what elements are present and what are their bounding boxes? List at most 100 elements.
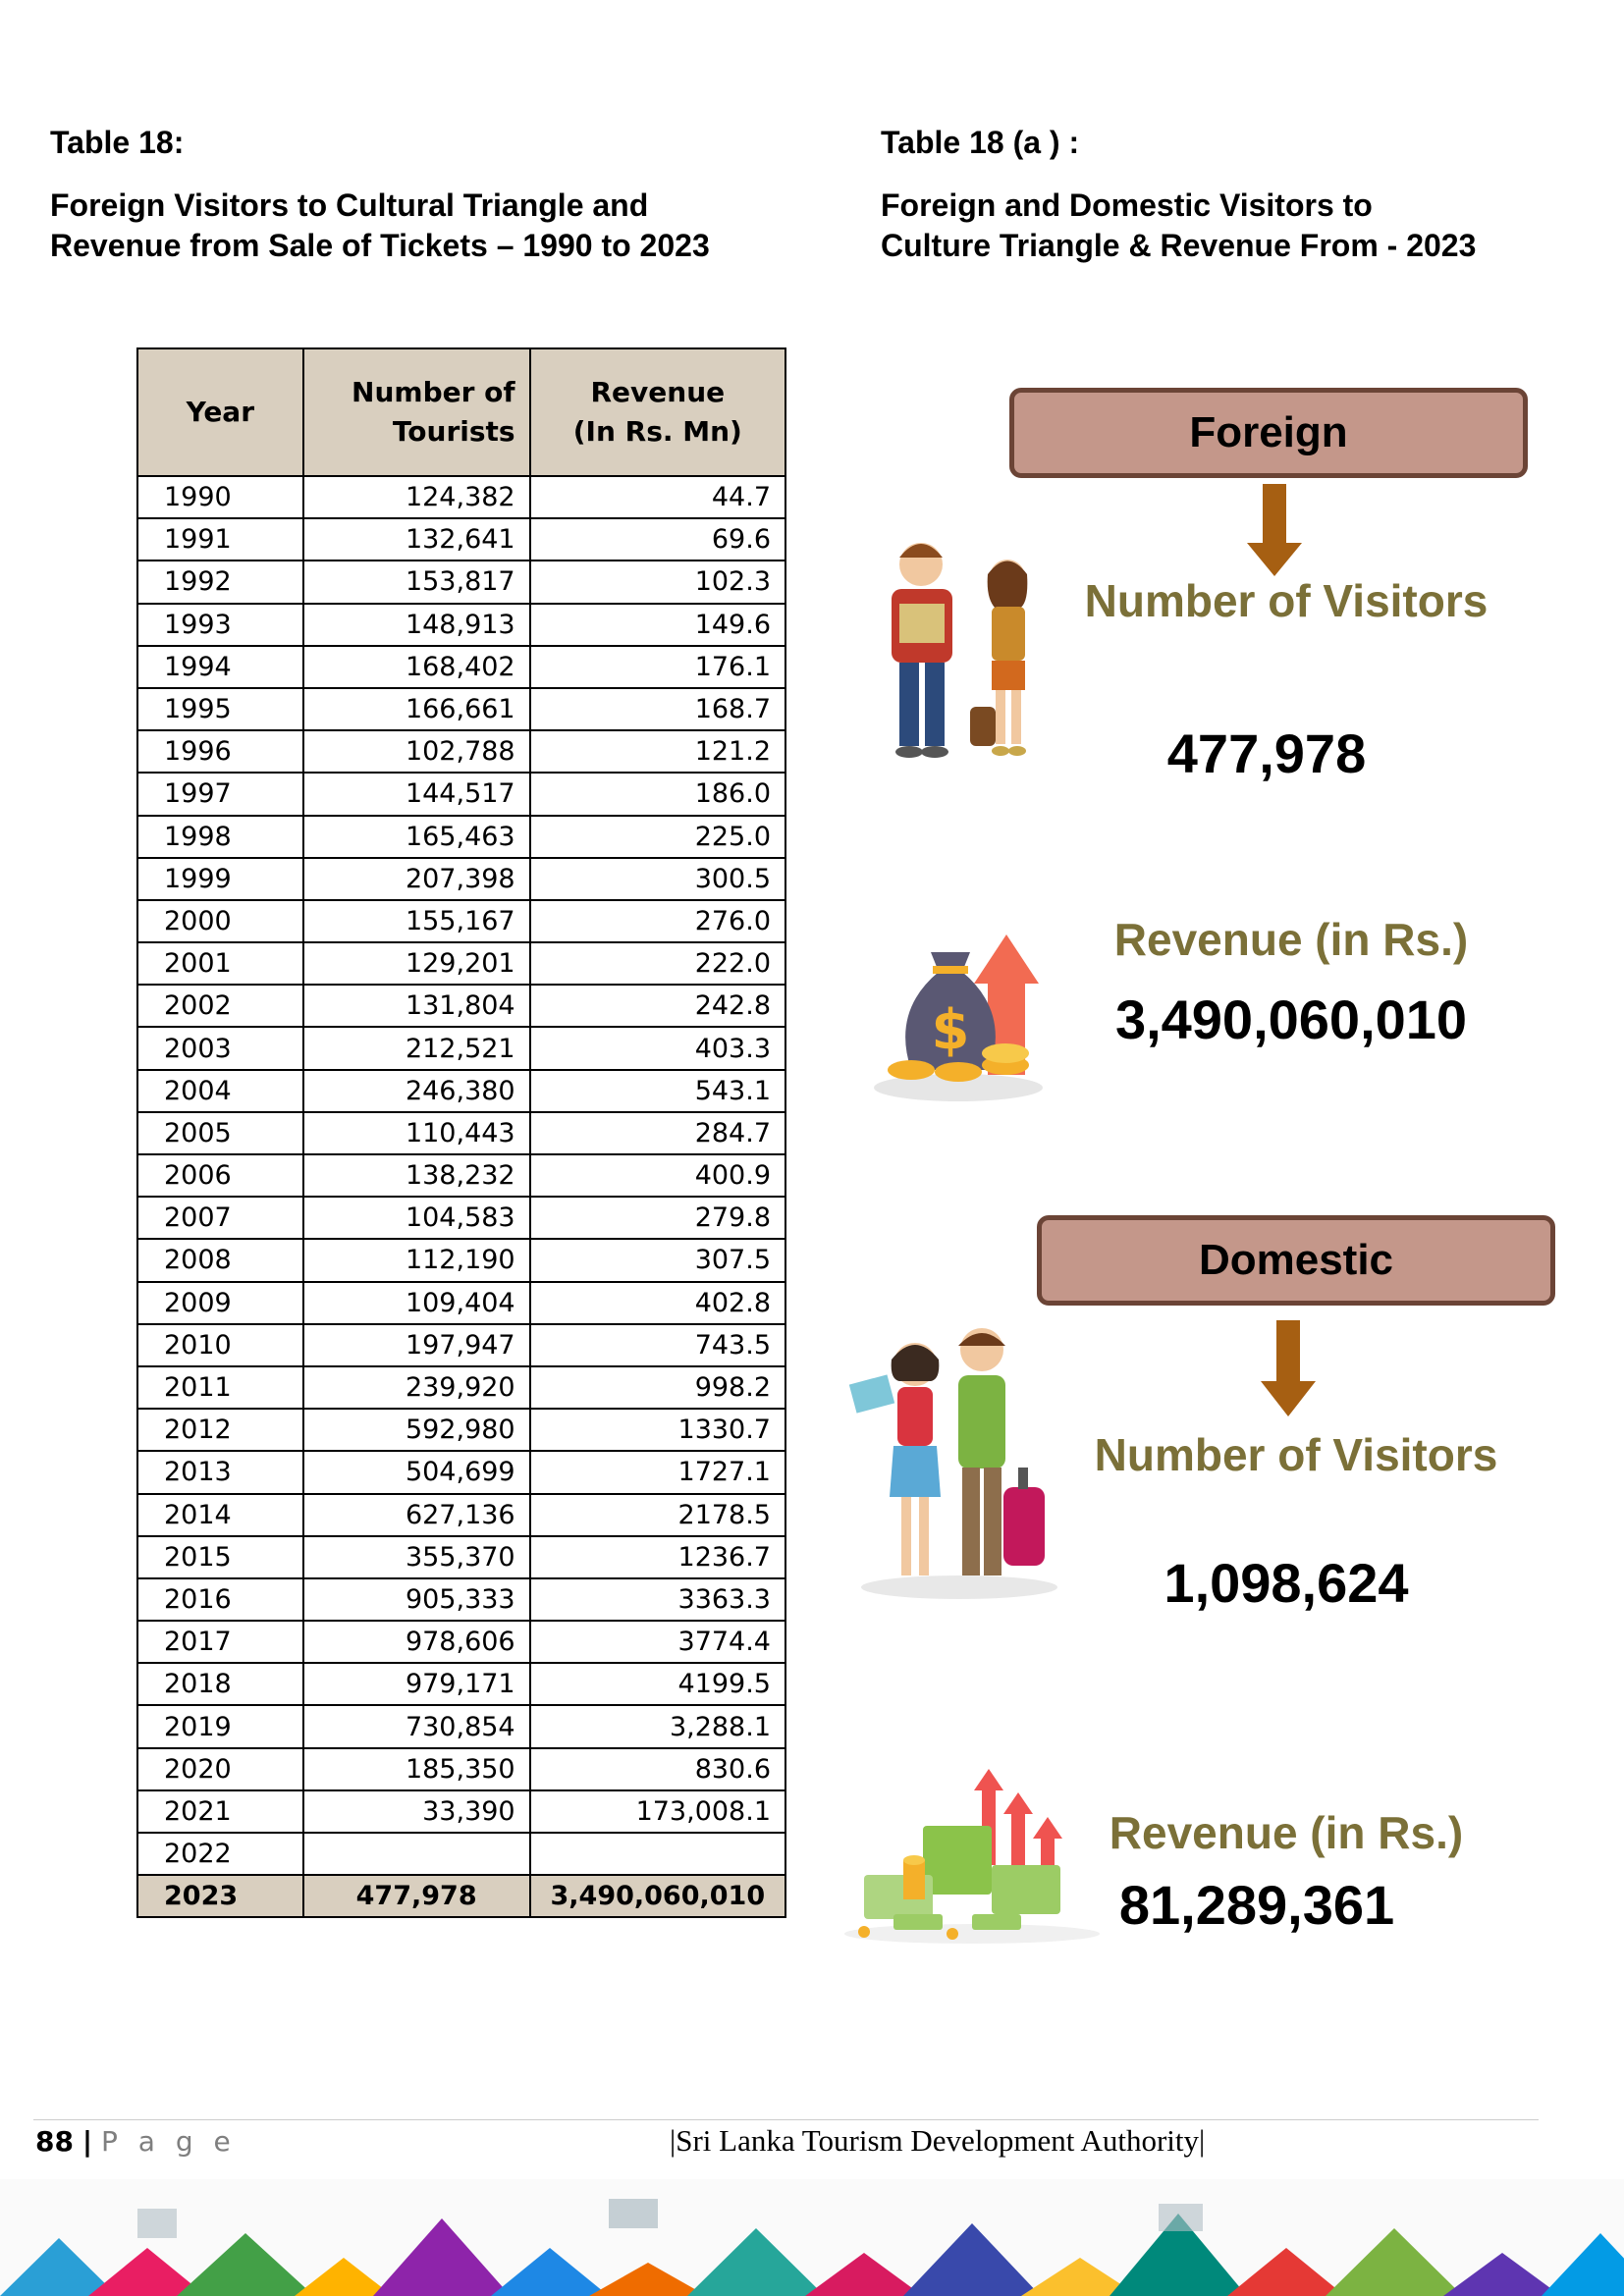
domestic-couple-illustration (848, 1328, 1057, 1599)
cash-growth-illustration (844, 1769, 1100, 1944)
revenue-cell: 1330.7 (528, 1408, 787, 1453)
tourists-cell: 131,804 (301, 984, 531, 1029)
table-row: 2021 33,390 173,008.1 (136, 1789, 787, 1835)
year-cell: 2022 (136, 1831, 304, 1877)
table-header-row: Year Number of Tourists Revenue (In Rs. Mn… (136, 347, 787, 477)
revenue-cell: 284.7 (528, 1110, 787, 1156)
visitors-revenue-table: Year Number of Tourists Revenue (In Rs. Mn… (136, 347, 787, 1919)
domestic-revenue-value: 81,289,361 (1118, 1874, 1395, 1936)
year-cell: 1993 (136, 602, 304, 647)
table-18a-title: Table 18 (a ) : (881, 125, 1080, 160)
table-row: 2014 627,136 2178.5 (136, 1492, 787, 1537)
revenue-cell: 307.5 (528, 1238, 787, 1283)
table-row: 2020 185,350 830.6 (136, 1746, 787, 1791)
foreign-revenue-value: 3,490,060,010 (1114, 988, 1468, 1050)
tourists-cell: 239,920 (301, 1364, 531, 1411)
revenue-cell: 400.9 (528, 1152, 787, 1199)
revenue-cell: 300.5 (528, 856, 787, 901)
revenue-cell: 173,008.1 (528, 1789, 787, 1835)
tourists-cell: 168,402 (301, 644, 531, 689)
revenue-cell: 743.5 (528, 1322, 787, 1367)
year-cell: 2005 (136, 1110, 304, 1156)
year-cell: 2021 (136, 1789, 304, 1835)
table-18a-subtitle-line1: Foreign and Domestic Visitors to (881, 187, 1373, 223)
table-row: 1990 124,382 44.7 (136, 474, 787, 520)
table-18-title: Table 18: (50, 125, 185, 160)
money-bag-icon: $ (874, 934, 1043, 1101)
revenue-cell: 998.2 (528, 1364, 787, 1411)
table-row: 2017 978,606 3774.4 (136, 1620, 787, 1665)
tourists-cell: 112,190 (301, 1238, 531, 1283)
decorative-banner (0, 2179, 1624, 2296)
table-row: 1994 168,402 176.1 (136, 644, 787, 689)
revenue-cell: 3,288.1 (528, 1704, 787, 1749)
domestic-label-box: Domestic (1037, 1215, 1555, 1306)
tourists-cell: 102,788 (301, 729, 531, 774)
column-header-revenue: Revenue (In Rs. Mn) (528, 347, 787, 477)
tourists-cell: 129,201 (301, 941, 531, 987)
tourists-cell: 979,171 (301, 1662, 531, 1707)
revenue-cell: 1236.7 (528, 1534, 787, 1579)
footer-organization: |Sri Lanka Tourism Development Authority… (670, 2123, 1206, 2158)
table-row: 2001 129,201 222.0 (136, 941, 787, 987)
revenue-cell: 222.0 (528, 941, 787, 987)
table-row: 2011 239,920 998.2 (136, 1364, 787, 1411)
tourists-cell: 477,978 (301, 1874, 531, 1919)
revenue-cell: 3774.4 (528, 1620, 787, 1665)
revenue-cell: 121.2 (528, 729, 787, 774)
revenue-cell: 402.8 (528, 1280, 787, 1325)
revenue-cell: 543.1 (528, 1068, 787, 1113)
table-row: 1996 102,788 121.2 (136, 729, 787, 774)
tourists-cell: 355,370 (301, 1534, 531, 1579)
travelers-couple-illustration (892, 543, 1028, 758)
table-row: 2006 138,232 400.9 (136, 1152, 787, 1199)
table-row: 2012 592,980 1330.7 (136, 1408, 787, 1453)
tourists-cell: 730,854 (301, 1704, 531, 1749)
year-cell: 2012 (136, 1408, 304, 1453)
year-cell: 2023 (136, 1874, 304, 1919)
revenue-cell: 176.1 (528, 644, 787, 689)
year-cell: 1991 (136, 517, 304, 562)
year-cell: 2007 (136, 1196, 304, 1241)
revenue-cell: 3363.3 (528, 1576, 787, 1623)
year-cell: 2009 (136, 1280, 304, 1325)
year-cell: 2018 (136, 1662, 304, 1707)
table-row: 2015 355,370 1236.7 (136, 1534, 787, 1579)
column-header-year: Year (136, 347, 304, 477)
table-total-row: 2023 477,978 3,490,060,010 (136, 1874, 787, 1919)
revenue-cell: 279.8 (528, 1196, 787, 1241)
footer-divider (33, 2119, 1539, 2120)
table-18-subtitle-line2: Revenue from Sale of Tickets – 1990 to 2… (50, 228, 710, 263)
tourists-cell: 109,404 (301, 1280, 531, 1325)
tourists-cell: 197,947 (301, 1322, 531, 1367)
year-cell: 1998 (136, 814, 304, 859)
year-cell: 2019 (136, 1704, 304, 1749)
arrow-down-icon (1261, 1320, 1316, 1416)
tourists-cell: 165,463 (301, 814, 531, 859)
year-cell: 2013 (136, 1450, 304, 1495)
tourists-cell: 978,606 (301, 1620, 531, 1665)
year-cell: 1997 (136, 772, 304, 817)
table-row: 2003 212,521 403.3 (136, 1026, 787, 1071)
revenue-cell: 2178.5 (528, 1492, 787, 1537)
page-word: P a g e (101, 2125, 237, 2158)
revenue-cell: 242.8 (528, 984, 787, 1029)
tourists-cell: 124,382 (301, 474, 531, 520)
year-cell: 2011 (136, 1364, 304, 1411)
tourists-cell: 627,136 (301, 1492, 531, 1537)
revenue-cell: 276.0 (528, 898, 787, 944)
tourists-cell: 185,350 (301, 1746, 531, 1791)
year-cell: 1999 (136, 856, 304, 901)
tourists-cell: 104,583 (301, 1196, 531, 1241)
year-cell: 2017 (136, 1620, 304, 1665)
foreign-visitors-label: Number of Visitors (1084, 575, 1489, 626)
foreign-visitors-value: 477,978 (1166, 722, 1367, 784)
tourists-cell: 166,661 (301, 686, 531, 732)
year-cell: 2004 (136, 1068, 304, 1113)
table-row: 2019 730,854 3,288.1 (136, 1704, 787, 1749)
year-cell: 2014 (136, 1492, 304, 1537)
tourists-cell: 138,232 (301, 1152, 531, 1199)
year-cell: 2003 (136, 1026, 304, 1071)
table-row: 1997 144,517 186.0 (136, 772, 787, 817)
table-row: 2022 (136, 1831, 787, 1877)
